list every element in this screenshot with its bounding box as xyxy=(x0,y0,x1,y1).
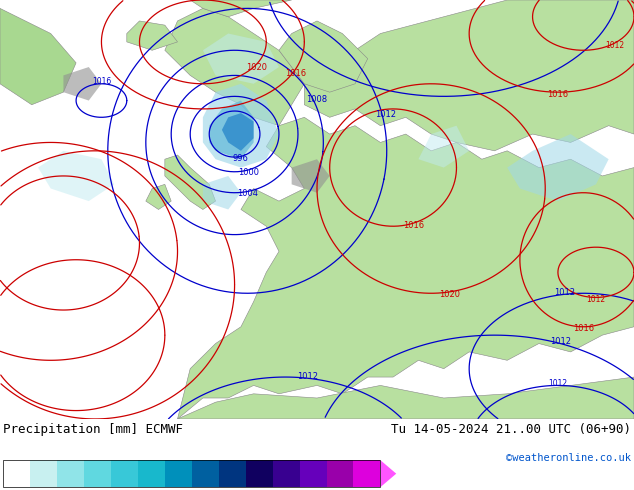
Text: 1008: 1008 xyxy=(306,95,327,104)
Bar xyxy=(191,460,219,487)
Polygon shape xyxy=(127,21,178,50)
Text: 996: 996 xyxy=(232,154,248,163)
Polygon shape xyxy=(38,151,114,201)
Text: 1012: 1012 xyxy=(550,337,571,346)
Bar xyxy=(245,460,273,487)
Bar xyxy=(299,460,327,487)
Text: 1016: 1016 xyxy=(547,90,569,99)
Polygon shape xyxy=(203,33,279,84)
Text: 1012: 1012 xyxy=(375,110,396,120)
Polygon shape xyxy=(190,0,292,17)
Polygon shape xyxy=(165,155,216,210)
Polygon shape xyxy=(418,126,469,168)
Bar xyxy=(327,460,354,487)
Polygon shape xyxy=(178,117,634,419)
Text: 1012: 1012 xyxy=(605,41,624,50)
Text: 1012: 1012 xyxy=(548,379,567,388)
Polygon shape xyxy=(304,0,634,151)
Polygon shape xyxy=(63,67,101,100)
Text: 1020: 1020 xyxy=(439,290,460,298)
Text: 1012: 1012 xyxy=(297,371,318,381)
Text: 1000: 1000 xyxy=(238,168,259,176)
Bar xyxy=(354,460,380,487)
Text: ©weatheronline.co.uk: ©weatheronline.co.uk xyxy=(506,453,631,463)
Bar xyxy=(3,460,30,487)
Polygon shape xyxy=(279,21,368,92)
Polygon shape xyxy=(203,84,279,168)
Bar xyxy=(84,460,111,487)
Text: 1012: 1012 xyxy=(554,288,576,296)
Text: 1016: 1016 xyxy=(285,69,307,78)
Bar xyxy=(30,460,57,487)
Bar xyxy=(111,460,138,487)
Polygon shape xyxy=(507,134,609,201)
Polygon shape xyxy=(203,176,241,210)
Text: 1016: 1016 xyxy=(403,221,424,230)
Polygon shape xyxy=(209,100,254,159)
Bar xyxy=(219,460,245,487)
Polygon shape xyxy=(146,184,171,210)
Polygon shape xyxy=(292,159,330,193)
Polygon shape xyxy=(178,377,634,419)
Polygon shape xyxy=(165,8,304,126)
Bar xyxy=(273,460,299,487)
Text: 1016: 1016 xyxy=(573,324,594,333)
Polygon shape xyxy=(0,8,76,105)
Bar xyxy=(165,460,191,487)
Text: 1020: 1020 xyxy=(246,63,268,72)
Text: 1012: 1012 xyxy=(586,295,605,304)
Bar xyxy=(138,460,165,487)
Text: Tu 14-05-2024 21..00 UTC (06+90): Tu 14-05-2024 21..00 UTC (06+90) xyxy=(391,422,631,436)
Bar xyxy=(57,460,84,487)
Polygon shape xyxy=(380,460,396,487)
Text: Precipitation [mm] ECMWF: Precipitation [mm] ECMWF xyxy=(3,422,183,436)
Polygon shape xyxy=(222,113,254,151)
Bar xyxy=(3,460,380,487)
Text: 1016: 1016 xyxy=(92,77,111,86)
Text: 1004: 1004 xyxy=(237,189,258,198)
